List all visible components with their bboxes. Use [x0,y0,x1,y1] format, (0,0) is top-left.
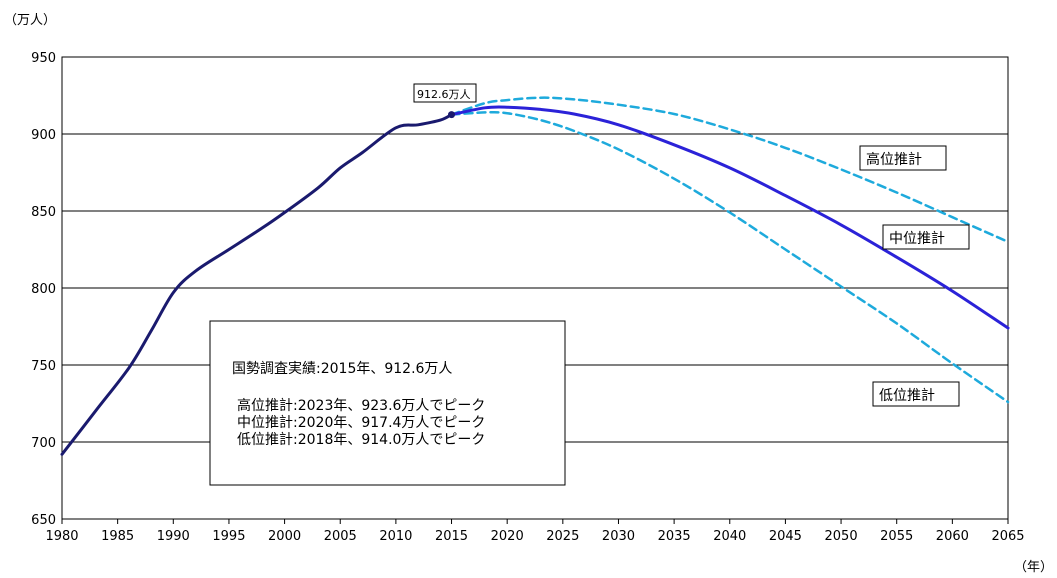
x-axis-ticks: 1980 1985 1990 1995 2000 2005 2010 2015 2020 2025… [45,519,1025,544]
series-label-mid-text: 中位推計 [889,231,945,247]
series-label-high-text: 高位推計 [866,151,922,168]
x-tick-label: 2050 [825,529,858,544]
x-axis-unit-label: （年） [1014,560,1053,575]
y-axis-unit-label: （万人） [4,13,56,28]
x-tick-label: 1980 [45,529,78,544]
y-tick-label: 950 [31,51,56,66]
series-actual [60,113,453,456]
peak-marker [448,111,456,119]
series-lines [60,96,1010,456]
x-tick-label: 2065 [991,529,1024,544]
x-tick-label: 2020 [491,529,524,544]
x-tick-label: 2010 [379,529,412,544]
x-tick-label: 1990 [157,529,190,544]
series-label-mid: 中位推計 [882,224,970,250]
x-tick-label: 2045 [769,529,802,544]
y-axis-ticks: 650 700 750 800 850 900 950 [31,51,56,528]
x-tick-label: 2030 [602,529,635,544]
note-line-actual: 国勢調査実績:2015年、912.6万人 [232,361,452,377]
x-tick-label: 1985 [101,529,134,544]
series-high [450,96,1010,244]
y-tick-label: 900 [31,128,56,143]
series-label-high: 高位推計 [859,145,947,171]
note-line-low: 低位推計:2018年、914.0万人でピーク [237,432,485,448]
y-tick-label: 650 [31,513,56,528]
peak-label-box [413,83,477,103]
x-tick-label: 2040 [713,529,746,544]
series-mid [450,105,1010,330]
y-tick-label: 700 [31,436,56,451]
y-tick-label: 750 [31,359,56,374]
x-tick-label: 2035 [658,529,691,544]
note-line-mid: 中位推計:2020年、917.4万人でピーク [237,415,485,431]
series-label-low: 低位推計 [872,381,960,407]
series-label-low-text: 低位推計 [879,388,935,404]
note-box: 国勢調査実績:2015年、912.6万人 高位推計:2023年、923.6万人で… [209,320,566,486]
note-line-high: 高位推計:2023年、923.6万人でピーク [237,397,485,414]
x-tick-label: 2025 [546,529,579,544]
y-tick-label: 800 [31,282,56,297]
x-tick-label: 2015 [435,529,468,544]
x-tick-label: 2060 [936,529,969,544]
x-tick-label: 2055 [880,529,913,544]
y-tick-label: 850 [31,205,56,220]
x-tick-label: 2005 [324,529,357,544]
plot-area [61,56,1009,520]
peak-label: 912.6万人 [417,88,471,101]
x-tick-label: 1995 [212,529,245,544]
series-low [450,110,1010,404]
x-tick-label: 2000 [268,529,301,544]
